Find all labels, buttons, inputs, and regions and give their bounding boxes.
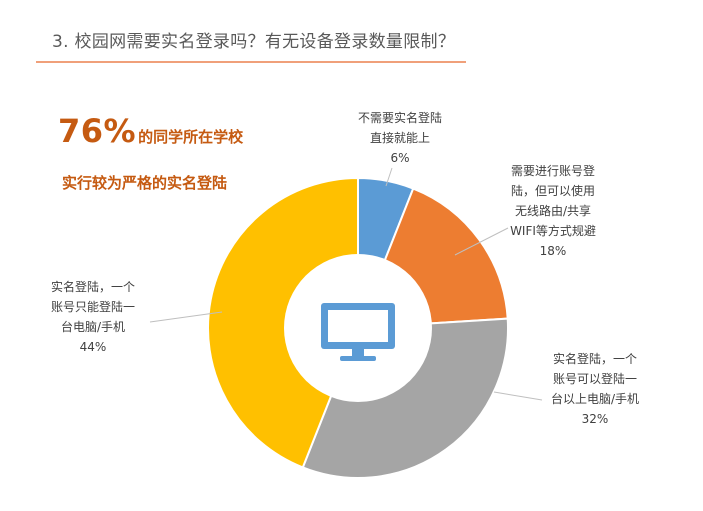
highlight-line-1-text: 的同学所在学校 (138, 128, 244, 146)
slice-label-line: 6% (390, 151, 409, 165)
slice-label-line: 不需要实名登陆 (358, 110, 442, 125)
slice-label-0: 不需要实名登陆直接就能上 6% (358, 110, 442, 165)
leader-line-1 (454, 227, 509, 256)
slice-label-3: 实名登陆，一个账号只能登陆一台电脑/手机 44% (51, 279, 135, 354)
slice-label-line: 实名登陆，一个 (553, 351, 637, 366)
page-title: 3. 校园网需要实名登录吗？有无设备登录数量限制？ (52, 32, 456, 52)
slice-label-line: 陆，但可以使用 (511, 183, 595, 198)
title-underline (36, 61, 466, 63)
monitor-neck (352, 349, 364, 356)
slice-label-line: 台电脑/手机 (61, 319, 125, 334)
slice-label-line: 44% (80, 340, 107, 354)
label-leader-lines (149, 167, 543, 401)
donut-slice-3 (207, 176, 359, 469)
highlight-line-1: 76% 的同学所在学校 (58, 112, 243, 150)
monitor-screen (328, 310, 388, 342)
slice-label-line: 18% (540, 244, 567, 258)
slice-label-1: 需要进行账号登陆，但可以使用无线路由/共享 WIFI等方式规避 18% (510, 163, 596, 258)
monitor-icon (321, 303, 395, 361)
leader-line-3 (149, 311, 223, 323)
slice-labels: 不需要实名登陆直接就能上 6% 需要进行账号登陆，但可以使用无线路由/共享 WIFI等… (51, 110, 639, 426)
slice-label-line: 实名登陆，一个 (51, 279, 135, 294)
leader-line-2 (493, 391, 543, 401)
slice-label-line: 台以上电脑/手机 (551, 391, 639, 406)
highlight-percent: 76% (58, 112, 137, 150)
slice-label-line: 无线路由/共享 (515, 203, 591, 218)
slice-label-2: 实名登陆，一个账号可以登陆一台以上电脑/手机 32% (551, 351, 639, 426)
slice-label-line: WIFI等方式规避 (510, 223, 596, 238)
highlight-line-2: 实行较为严格的实名登陆 (62, 174, 228, 192)
slice-label-line: 直接就能上 (370, 130, 430, 145)
slice-label-line: 账号只能登陆一 (51, 299, 135, 314)
slice-label-line: 32% (582, 412, 609, 426)
leader-line-0 (385, 167, 393, 187)
slice-label-line: 需要进行账号登 (511, 163, 595, 178)
monitor-stand (340, 356, 376, 361)
slice-label-line: 账号可以登陆一 (553, 371, 637, 386)
